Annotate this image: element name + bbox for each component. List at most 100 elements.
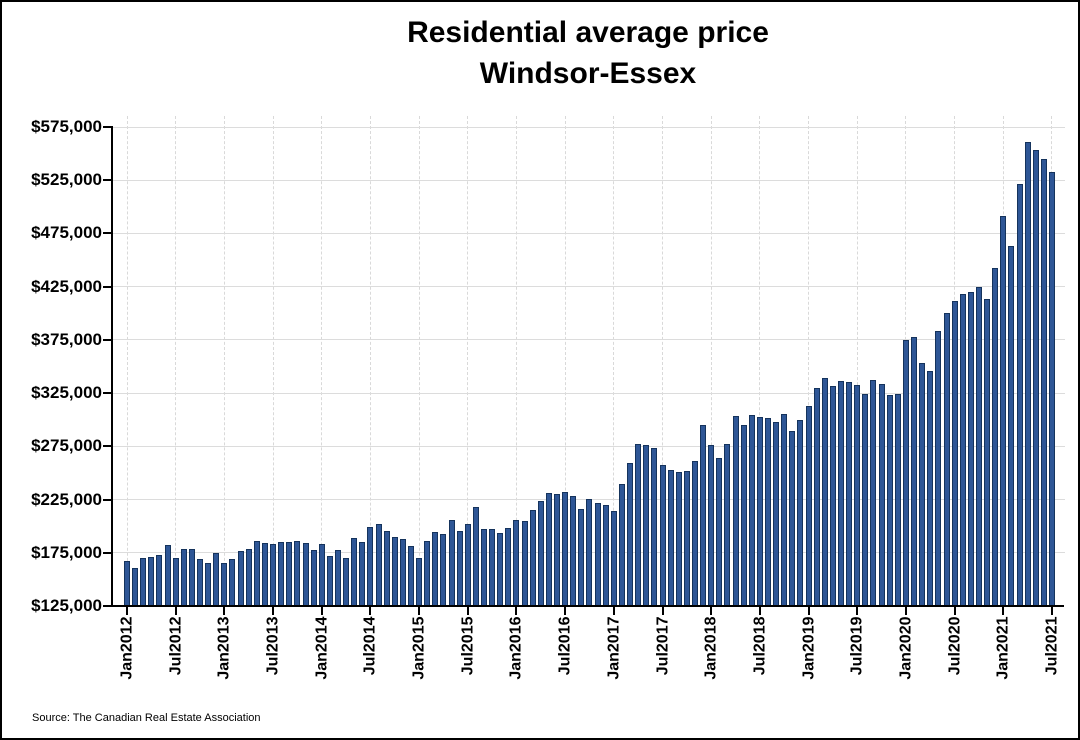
bar <box>975 286 982 606</box>
y-axis-tick <box>103 392 111 395</box>
bar <box>497 532 504 606</box>
x-axis-tick <box>174 607 177 615</box>
bar <box>505 527 512 606</box>
vertical-gridline <box>126 116 128 606</box>
bar <box>367 526 374 606</box>
bar <box>789 431 796 606</box>
y-axis-label: $475,000 <box>31 223 102 243</box>
bar <box>838 380 845 606</box>
vertical-gridline <box>759 116 761 606</box>
y-axis-tick <box>103 498 111 501</box>
bar <box>951 300 958 606</box>
bar <box>935 331 942 606</box>
bar <box>562 492 569 606</box>
x-axis-label: Jul2015 <box>459 616 477 676</box>
vertical-gridline <box>418 116 420 606</box>
bar <box>773 422 780 606</box>
bar <box>278 541 285 606</box>
x-axis-label: Jul2016 <box>556 616 574 676</box>
x-axis-label: Jan2012 <box>118 616 136 680</box>
bar <box>821 377 828 606</box>
bar <box>302 542 309 606</box>
x-axis-tick <box>612 607 615 615</box>
bar <box>578 509 585 606</box>
bar <box>432 532 439 606</box>
chart-title-line2: Windsor-Essex <box>479 57 697 90</box>
horizontal-gridline <box>112 232 1065 234</box>
x-axis-tick <box>223 607 226 615</box>
bar <box>943 312 950 606</box>
x-axis-label: Jul2019 <box>848 616 866 676</box>
bar <box>245 549 252 606</box>
bar <box>1040 158 1047 606</box>
x-axis-tick <box>758 607 761 615</box>
y-axis-label: $325,000 <box>31 383 102 403</box>
bar <box>1024 142 1031 606</box>
vertical-gridline <box>662 116 664 606</box>
x-axis-label: Jan2016 <box>507 616 525 680</box>
bar <box>967 291 974 606</box>
y-axis-label: $575,000 <box>31 117 102 136</box>
bar <box>854 384 861 606</box>
x-axis-tick <box>466 607 469 615</box>
x-axis-label: Jul2018 <box>751 616 769 676</box>
x-axis-tick <box>418 607 421 615</box>
vertical-gridline <box>223 116 225 606</box>
bar <box>651 448 658 606</box>
bar <box>659 465 666 606</box>
bar <box>756 417 763 606</box>
bar <box>627 463 634 606</box>
y-axis-tick <box>103 285 111 288</box>
x-axis-label: Jul2013 <box>264 616 282 676</box>
bar <box>667 470 674 606</box>
bar <box>635 443 642 606</box>
x-axis-label: Jul2014 <box>361 616 379 676</box>
bar <box>132 567 139 606</box>
bar <box>740 424 747 606</box>
horizontal-gridline <box>112 339 1065 341</box>
vertical-gridline <box>808 116 810 606</box>
vertical-gridline <box>369 116 371 606</box>
bar <box>862 393 869 606</box>
bar <box>554 493 561 606</box>
x-axis-label: Jan2019 <box>800 616 818 680</box>
chart-title-line1: Residential average price <box>407 16 769 49</box>
bar <box>407 546 414 606</box>
bar <box>1008 246 1015 606</box>
bar <box>481 529 488 606</box>
x-axis-label: Jan2014 <box>313 616 331 680</box>
bar <box>197 558 204 606</box>
bar <box>1032 150 1039 606</box>
x-axis-label: Jan2018 <box>702 616 720 680</box>
x-axis-tick <box>807 607 810 615</box>
bar <box>440 533 447 606</box>
bar <box>351 537 358 606</box>
x-axis-label: Jan2021 <box>994 616 1012 680</box>
bar <box>1048 171 1055 606</box>
bar <box>489 528 496 606</box>
x-axis-tick <box>369 607 372 615</box>
bar <box>797 420 804 606</box>
bar <box>570 496 577 606</box>
bar <box>213 553 220 606</box>
bar <box>1000 215 1007 606</box>
vertical-gridline <box>467 116 469 606</box>
bar <box>156 554 163 606</box>
x-axis-tick <box>515 607 518 615</box>
bar <box>359 541 366 606</box>
horizontal-gridline <box>112 286 1065 288</box>
bar <box>902 339 909 606</box>
bar <box>188 549 195 606</box>
bar <box>708 444 715 606</box>
x-axis-tick <box>710 607 713 615</box>
x-axis-tick <box>564 607 567 615</box>
bar <box>383 531 390 606</box>
y-axis-tick <box>103 338 111 341</box>
vertical-gridline <box>856 116 858 606</box>
x-axis-label: Jul2017 <box>654 616 672 676</box>
x-axis-tick <box>661 607 664 615</box>
chart-title: Residential average price Windsor-Essex <box>112 12 1064 94</box>
bar <box>846 382 853 606</box>
vertical-gridline <box>515 116 517 606</box>
